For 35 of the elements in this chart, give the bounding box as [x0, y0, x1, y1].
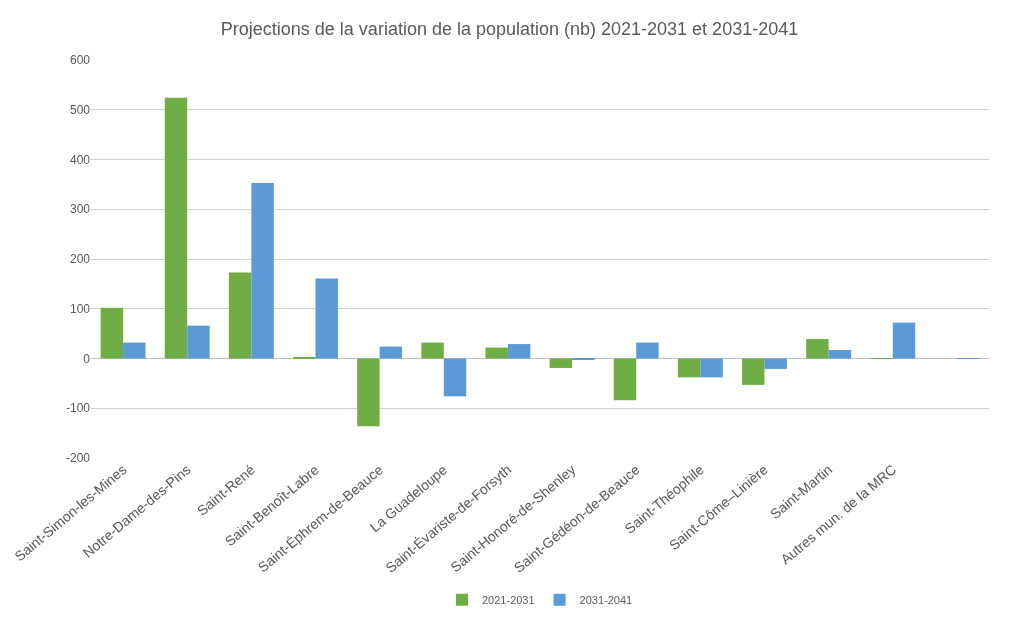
bar	[315, 278, 338, 359]
bar	[443, 358, 467, 397]
bar	[549, 358, 573, 368]
bar	[187, 325, 210, 359]
chart-title: Projections de la variation de la population (nb) 2021-2031 et 2031-2041	[220, 18, 799, 39]
y-tick-label: 600	[69, 53, 91, 68]
bar	[828, 350, 852, 359]
legend-label: 2031-2041	[579, 594, 633, 607]
y-tick-label: 200	[69, 252, 91, 267]
y-tick-label: 100	[69, 301, 91, 316]
bar	[700, 358, 723, 378]
bar	[806, 339, 829, 359]
bar	[357, 358, 380, 427]
bar	[636, 342, 659, 359]
bar	[742, 358, 765, 385]
bar	[507, 344, 531, 359]
y-tick-label: 300	[69, 202, 91, 217]
y-tick-label: -100	[65, 401, 91, 416]
bar	[892, 322, 916, 359]
bar	[421, 342, 444, 359]
bar	[251, 182, 274, 359]
bar	[764, 358, 787, 369]
bar	[379, 346, 403, 359]
bar	[613, 358, 637, 401]
y-tick-label: 400	[69, 152, 91, 167]
y-tick-label: 500	[69, 102, 91, 117]
bar	[123, 342, 146, 359]
bar	[100, 307, 124, 359]
y-tick-label: -200	[65, 451, 91, 466]
bar	[485, 347, 508, 359]
bar	[677, 358, 701, 378]
legend-label: 2021-2031	[482, 594, 535, 607]
bar	[164, 97, 188, 359]
y-tick-label: 0	[83, 351, 91, 366]
bar	[228, 272, 252, 359]
